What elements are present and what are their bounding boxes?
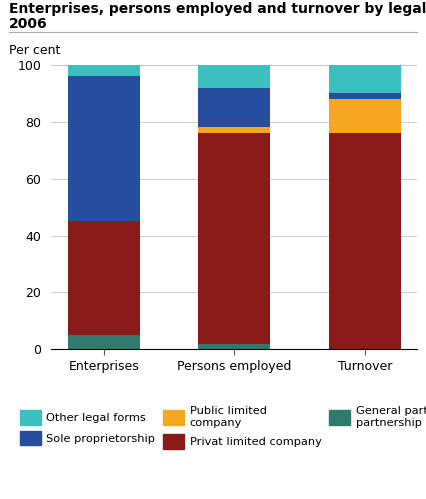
Text: 2006: 2006 <box>9 17 47 31</box>
Text: Per cent: Per cent <box>9 44 60 57</box>
Bar <box>329 65 401 93</box>
Bar <box>199 133 270 344</box>
Bar <box>329 93 401 99</box>
Bar <box>199 344 270 349</box>
Bar <box>68 65 140 76</box>
Bar <box>199 127 270 133</box>
Bar <box>329 133 401 349</box>
Legend: Other legal forms, Sole proprietorship, Public limited
company, Privat limited c: Other legal forms, Sole proprietorship, … <box>20 406 426 449</box>
Bar <box>68 76 140 222</box>
Bar <box>68 335 140 349</box>
Bar <box>68 222 140 335</box>
Bar <box>199 65 270 88</box>
Bar <box>199 88 270 127</box>
Text: Enterprises, persons employed and turnover by legal form.: Enterprises, persons employed and turnov… <box>9 2 426 16</box>
Bar <box>329 99 401 133</box>
